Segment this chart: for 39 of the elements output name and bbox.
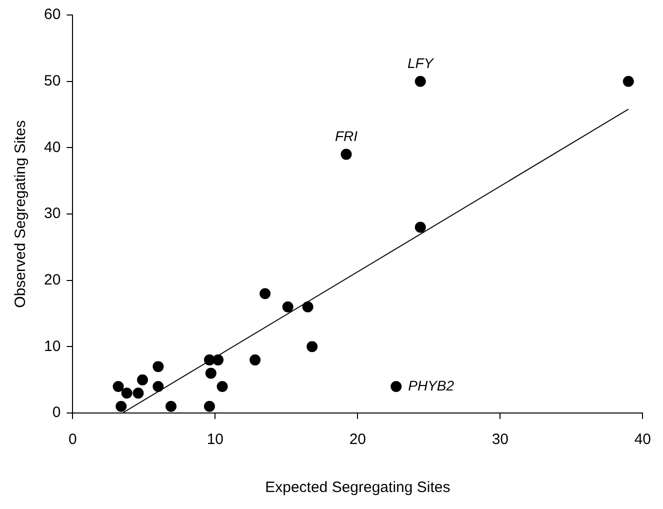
point — [306, 341, 318, 352]
x-tick-label: 30 — [492, 431, 509, 448]
y-tick-label: 0 — [52, 404, 61, 422]
point — [205, 368, 216, 379]
point — [132, 388, 144, 399]
y-axis-title: Observed Segregating Sites — [12, 120, 30, 308]
point — [166, 400, 177, 412]
point — [212, 354, 224, 366]
point — [204, 400, 215, 412]
point — [282, 301, 294, 312]
annotation: LFY — [408, 55, 435, 72]
annotation: PHYB2 — [408, 377, 454, 394]
point — [390, 380, 402, 392]
x-tick-label: 0 — [68, 431, 77, 448]
x-tick-label: 20 — [349, 431, 366, 448]
x-axis-title: Expected Segregating Sites — [265, 479, 450, 496]
point — [121, 388, 132, 399]
point — [116, 400, 127, 412]
annotation: FRI — [334, 128, 358, 144]
point — [152, 380, 164, 392]
point — [152, 361, 164, 372]
x-tick-label: 40 — [634, 431, 651, 448]
y-tick-label: 30 — [44, 205, 61, 222]
point — [302, 301, 314, 312]
point — [216, 380, 228, 392]
point — [112, 380, 124, 392]
y-tick-label: 20 — [44, 271, 61, 288]
point — [260, 288, 271, 300]
point — [414, 222, 426, 233]
x-tick-label: 10 — [206, 431, 224, 448]
y-tick-label: 50 — [44, 72, 61, 90]
point — [414, 76, 426, 87]
point — [340, 148, 352, 160]
point — [137, 374, 148, 386]
y-tick-label: 40 — [44, 138, 61, 156]
point — [250, 354, 261, 366]
point — [622, 76, 634, 87]
y-tick-label: 60 — [44, 6, 61, 24]
y-tick-label: 10 — [44, 338, 61, 355]
